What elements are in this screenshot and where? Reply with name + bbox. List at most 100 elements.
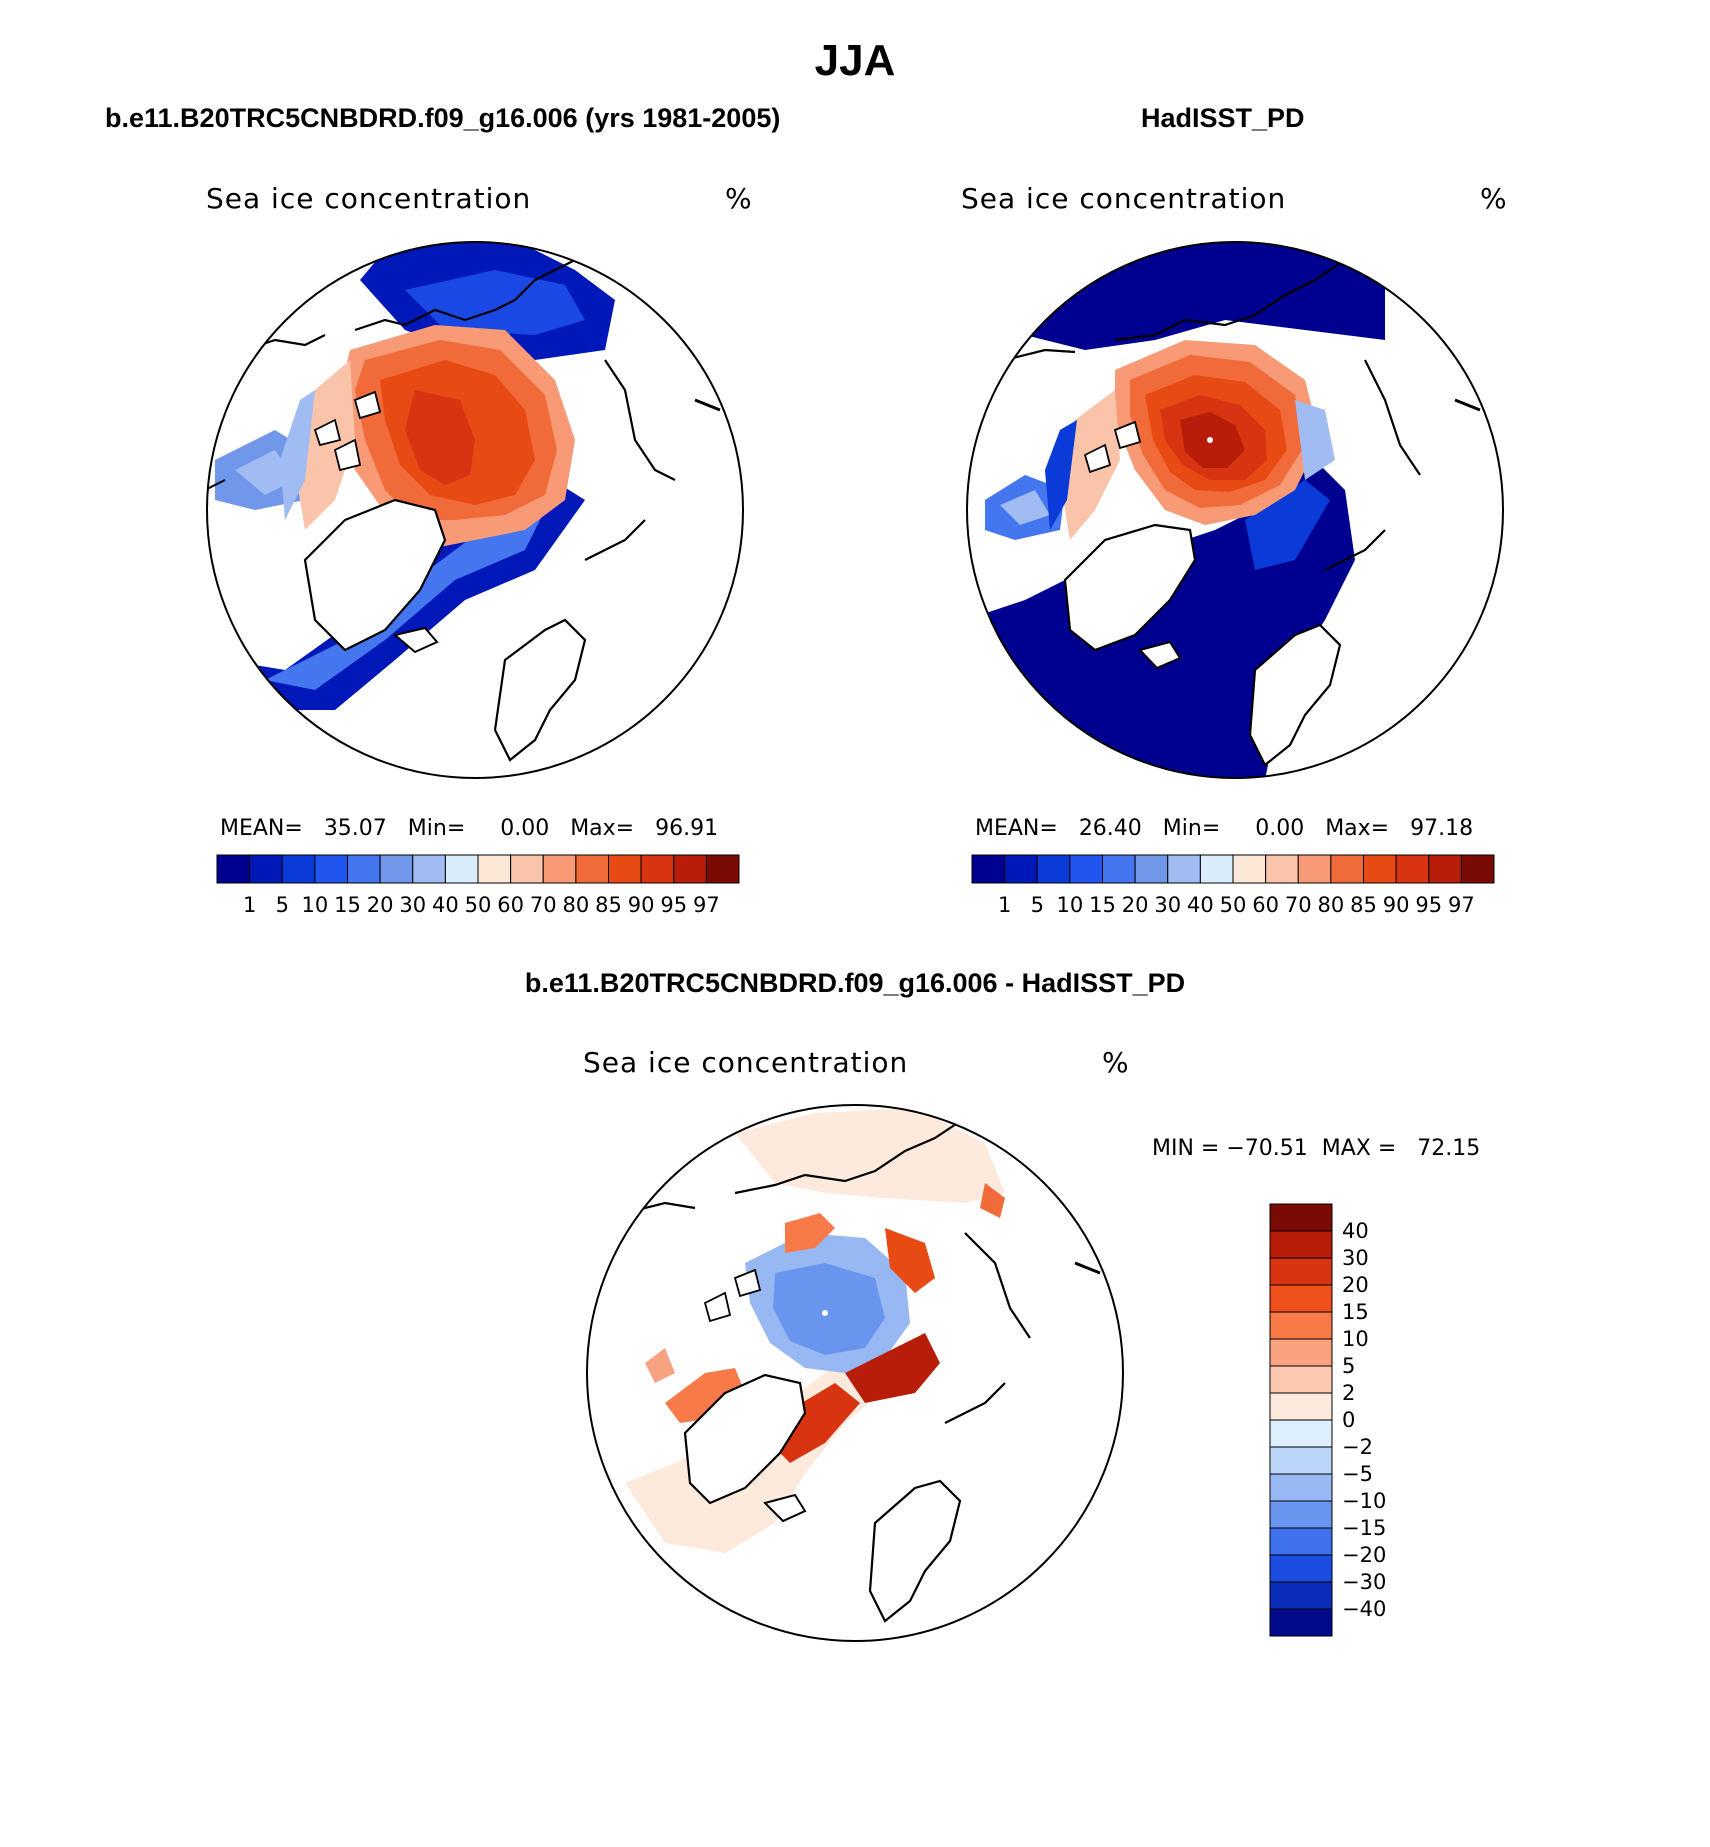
panel1-variable-label: Sea ice concentration [206, 182, 532, 215]
colorbar-tick-label: 90 [628, 893, 655, 917]
colorbar-tick-label: −20 [1342, 1543, 1386, 1567]
panel1-title: b.e11.B20TRC5CNBDRD.f09_g16.006 (yrs 198… [105, 103, 781, 133]
colorbar-swatch [1269, 1554, 1333, 1583]
colorbar-tick-label: 5 [1342, 1354, 1355, 1378]
bering-sea-ice-region [1005, 242, 1385, 350]
panel1-polar-map [206, 241, 744, 779]
colorbar-swatch [1269, 1257, 1333, 1286]
panel2-variable-label: Sea ice concentration [961, 182, 1287, 215]
panel1-stats: MEAN= 35.07 Min= 0.00 Max= 96.91 [220, 816, 719, 841]
greenland-sea-positive [775, 1383, 860, 1463]
colorbar-swatch [1330, 854, 1364, 884]
colorbar-tick-label: 50 [465, 893, 492, 917]
colorbar-swatch [1232, 854, 1267, 884]
colorbar-swatch [347, 854, 381, 884]
colorbar-swatch [1269, 1338, 1333, 1367]
panel2-polar-map [966, 241, 1504, 779]
colorbar-tick-label: 70 [530, 893, 557, 917]
panel3-title: b.e11.B20TRC5CNBDRD.f09_g16.006 - HadISS… [524, 968, 1186, 998]
colorbar-tick-label: 60 [497, 893, 524, 917]
colorbar-tick-label: −15 [1342, 1516, 1386, 1540]
scandinavia-land [868, 1479, 962, 1623]
colorbar-swatch [1167, 854, 1201, 884]
colorbar-tick-label: 5 [1031, 893, 1044, 917]
colorbar-swatch [216, 854, 251, 884]
colorbar-tick-label: 10 [1057, 893, 1084, 917]
colorbar-swatch [1269, 1500, 1333, 1529]
siberian-shelf-positive [785, 1213, 835, 1253]
colorbar-swatch [412, 854, 446, 884]
colorbar-swatch [444, 854, 479, 884]
panel3-stats: MIN = −70.51 MAX = 72.15 [1152, 1136, 1481, 1161]
colorbar-tick-label: 85 [595, 893, 622, 917]
colorbar-tick-label: 15 [1089, 893, 1116, 917]
panel1-units-label: % [725, 182, 753, 215]
colorbar-swatch [1269, 1419, 1333, 1448]
colorbar-swatch [1134, 854, 1169, 884]
colorbar-swatch [705, 854, 740, 884]
colorbar-tick-label: 20 [1122, 893, 1149, 917]
colorbar-swatch [1428, 854, 1462, 884]
panel3-polar-map [586, 1104, 1124, 1642]
colorbar-swatch [510, 854, 544, 884]
colorbar-swatch [1460, 854, 1495, 884]
colorbar-tick-label: −30 [1342, 1570, 1386, 1594]
colorbar-swatch [971, 854, 1006, 884]
panel3-units-label: % [1102, 1046, 1130, 1079]
colorbar-tick-label: 10 [1342, 1327, 1369, 1351]
colorbar-swatch [1004, 854, 1038, 884]
colorbar-swatch [314, 854, 348, 884]
panel2-colorbar: 1 5 10 15 20 30 40 50 60 70 80 85 90 95 97 [971, 854, 1495, 917]
colorbar-swatch [1269, 1473, 1333, 1502]
greenland-land [303, 498, 447, 652]
colorbar-swatch [1199, 854, 1234, 884]
panel2-stats: MEAN= 26.40 Min= 0.00 Max= 97.18 [975, 816, 1474, 841]
colorbar-tick-label: 5 [276, 893, 289, 917]
colorbar-swatch [1269, 1203, 1333, 1232]
colorbar-tick-label: 97 [1448, 893, 1475, 917]
colorbar-tick-label: 30 [1342, 1246, 1369, 1270]
colorbar-tick-label: −2 [1342, 1435, 1373, 1459]
colorbar-tick-label: 2 [1342, 1381, 1355, 1405]
scandinavia-land [1248, 623, 1342, 767]
colorbar-tick-label: 95 [1415, 893, 1442, 917]
greenland-land [1063, 523, 1197, 652]
colorbar-swatch [1269, 1284, 1333, 1313]
colorbar-swatch [1363, 854, 1397, 884]
panel2-title: HadISST_PD [1141, 103, 1305, 133]
colorbar-swatch [575, 854, 609, 884]
colorbar-tick-label: 15 [1342, 1300, 1369, 1324]
colorbar-tick-label: 90 [1383, 893, 1410, 917]
bering-difference-region [735, 1108, 1005, 1203]
colorbar-swatch [1269, 1311, 1333, 1340]
scandinavia-land [493, 618, 587, 762]
colorbar-swatch [281, 854, 316, 884]
colorbar-tick-label: 10 [302, 893, 329, 917]
colorbar-swatch [249, 854, 283, 884]
colorbar-tick-label: 80 [563, 893, 590, 917]
barents-positive [845, 1333, 940, 1403]
colorbar-tick-label: 30 [399, 893, 426, 917]
colorbar-swatch [1265, 854, 1299, 884]
colorbar-swatch [1269, 1581, 1333, 1610]
colorbar-swatch [640, 854, 675, 884]
colorbar-tick-label: 85 [1350, 893, 1377, 917]
colorbar-tick-label: 40 [1187, 893, 1214, 917]
colorbar-swatch [1269, 1230, 1333, 1259]
colorbar-swatch [1036, 854, 1071, 884]
colorbar-tick-label: 1 [998, 893, 1011, 917]
colorbar-tick-label: 30 [1154, 893, 1181, 917]
colorbar-swatch [477, 854, 512, 884]
colorbar-swatch [1269, 1527, 1333, 1556]
colorbar-tick-label: 50 [1220, 893, 1247, 917]
colorbar-swatch [1269, 1446, 1333, 1475]
colorbar-swatch [1269, 1608, 1333, 1637]
colorbar-swatch [1395, 854, 1430, 884]
colorbar-swatch [542, 854, 577, 884]
colorbar-swatch [608, 854, 642, 884]
panel3-variable-label: Sea ice concentration [583, 1046, 909, 1079]
colorbar-tick-label: −40 [1342, 1597, 1386, 1621]
colorbar-swatch [1102, 854, 1136, 884]
colorbar-tick-label: 40 [1342, 1219, 1369, 1243]
